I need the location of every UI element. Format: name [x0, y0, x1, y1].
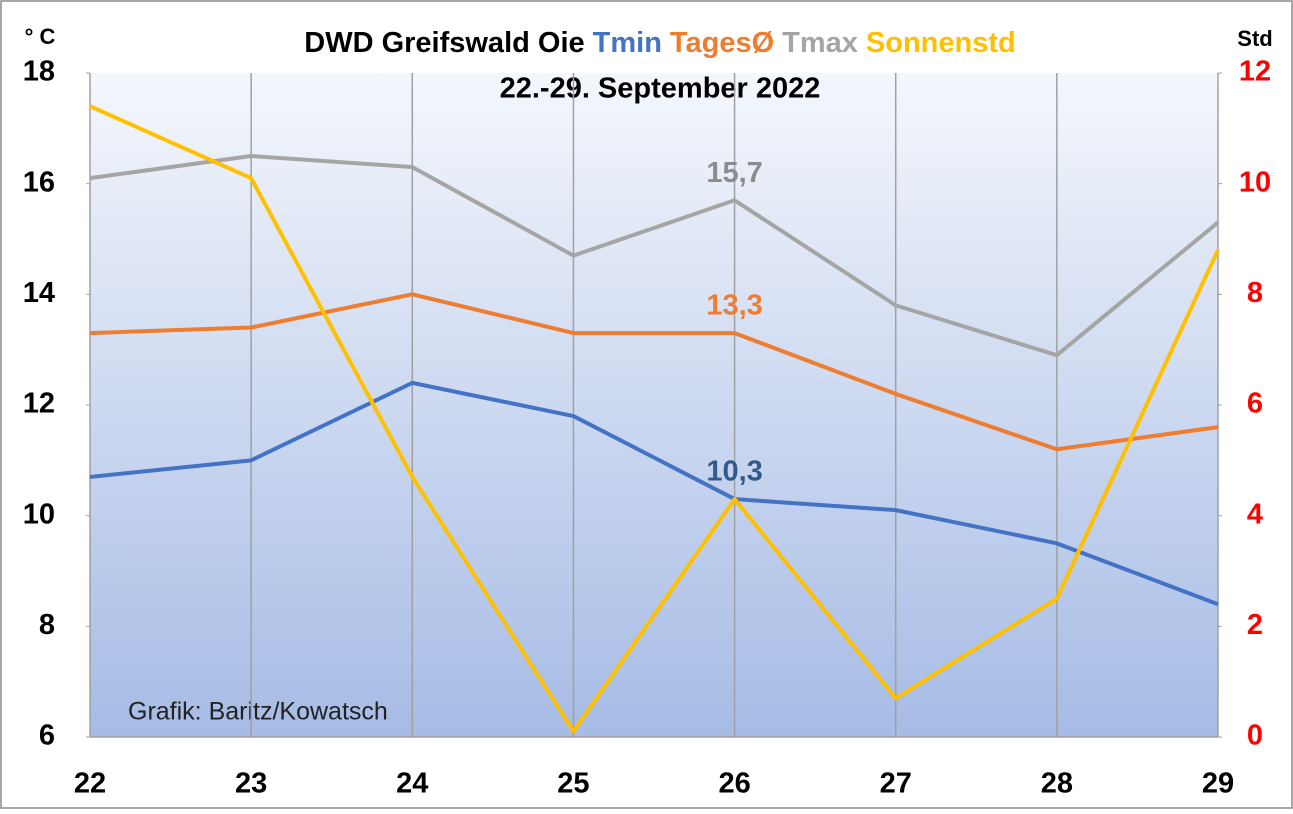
series-line [89, 292, 1219, 452]
x-tick-label: 25 [557, 768, 589, 800]
x-tick-label: 22 [74, 768, 106, 800]
y2-tick-label: 8 [1247, 277, 1263, 309]
plot-area [90, 73, 1218, 737]
y2-tick-label: 6 [1247, 388, 1263, 420]
y2-tick-label: 4 [1247, 498, 1263, 530]
y2-tick-label: 0 [1247, 720, 1263, 752]
annotation: Grafik: Baritz/Kowatsch [128, 698, 388, 726]
y2-tick-label: 2 [1247, 609, 1263, 641]
y2-tick-label: 12 [1239, 56, 1271, 88]
y-tick-label: 16 [23, 166, 55, 198]
series-line [89, 104, 1220, 734]
x-tick-label: 26 [718, 768, 750, 800]
chart-subtitle: 22.-29. September 2022 [500, 73, 821, 105]
legend-entry: Sonnenstd [866, 27, 1016, 59]
x-tick-label: 23 [235, 768, 267, 800]
x-tick-label: 29 [1202, 768, 1234, 800]
y-tick-label: 18 [23, 56, 55, 88]
data-label: 10,3 [706, 456, 762, 488]
series-line [89, 154, 1220, 358]
y-tick-label: 12 [23, 388, 55, 420]
y-tick-label: 6 [39, 720, 55, 752]
y-tick-label: 14 [23, 277, 55, 309]
y-tick-label: 8 [39, 609, 55, 641]
legend-entry: TagesØ [670, 27, 774, 59]
x-tick-label: 27 [880, 768, 912, 800]
x-tick-label: 28 [1041, 768, 1073, 800]
data-label: 15,7 [706, 157, 762, 189]
legend-entry: Tmax [782, 27, 858, 59]
chart-title: DWD Greifswald Oie Tmin TagesØ Tmax Sonnenst… [304, 27, 1016, 59]
legend-entry: Tmin [593, 27, 662, 59]
y2-tick-label: 10 [1239, 166, 1271, 198]
y2-axis-label: Std [1237, 26, 1272, 51]
title-text: DWD Greifswald Oie [304, 27, 584, 59]
y-axis-label: ° C [25, 24, 56, 49]
series-line [89, 380, 1219, 607]
x-tick-label: 24 [396, 768, 428, 800]
data-label: 13,3 [706, 290, 762, 322]
y-tick-label: 10 [23, 498, 55, 530]
